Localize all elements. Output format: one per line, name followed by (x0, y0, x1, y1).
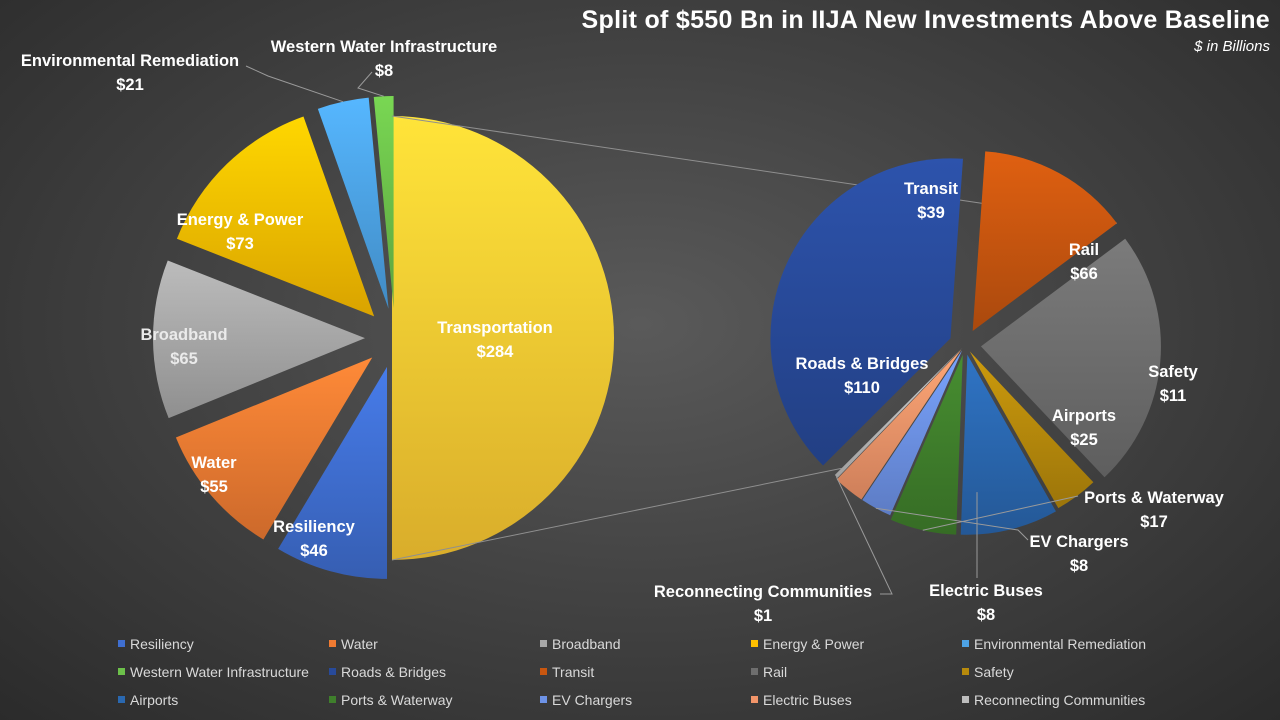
data-label-broadband: Broadband $65 (140, 326, 227, 368)
data-label-roads-and-bridges: Roads & Bridges $110 (796, 355, 929, 397)
data-label-rail: Rail $66 (1069, 241, 1099, 283)
legend-label: Rail (763, 663, 788, 680)
leader-line-western-water-infrastructure (357, 71, 384, 97)
legend-swatch (962, 696, 969, 703)
slice-energy-and-power[interactable] (176, 116, 375, 317)
data-label-western-water-infrastructure: Western Water Infrastructure $8 (271, 38, 497, 80)
legend-swatch (751, 640, 758, 647)
legend-swatch (118, 640, 125, 647)
legend-label: Resiliency (130, 635, 194, 652)
slice-transit[interactable] (972, 151, 1117, 331)
legend-label: Safety (974, 663, 1014, 680)
legend-label: EV Chargers (552, 691, 633, 708)
slice-water[interactable] (175, 357, 373, 540)
slice-western-water-infrastructure[interactable] (373, 96, 394, 309)
legend-swatch (751, 668, 758, 675)
legend-item-broadband[interactable]: Broadband (540, 634, 751, 653)
legend-item-western-water-infrastructure[interactable]: Western Water Infrastructure (118, 662, 329, 681)
legend-label: Electric Buses (763, 691, 852, 708)
legend-item-transit[interactable]: Transit (540, 662, 751, 681)
leader-line-ports-and-waterway (922, 495, 1079, 531)
slice-safety[interactable] (969, 351, 1094, 509)
slice-electric-buses[interactable] (836, 349, 962, 500)
legend-swatch (329, 696, 336, 703)
legend-label: Airports (130, 691, 179, 708)
legend-item-roads-and-bridges[interactable]: Roads & Bridges (329, 662, 540, 681)
slice-environmental-remediation[interactable] (317, 97, 389, 309)
data-label-ports-and-waterway: Ports & Waterway $17 (1084, 489, 1225, 531)
chart-legend: Resiliency Water Broadband Energy & Power En… (118, 634, 1278, 709)
slice-reconnecting-communities[interactable] (834, 347, 963, 478)
legend-item-resiliency[interactable]: Resiliency (118, 634, 329, 653)
leader-line-environmental-remediation (245, 65, 344, 103)
slice-airports[interactable] (960, 354, 1056, 535)
legend-item-airports[interactable]: Airports (118, 690, 329, 709)
legend-label: Water (341, 635, 378, 652)
legend-item-energy-and-power[interactable]: Energy & Power (751, 634, 962, 653)
legend-item-ev-chargers[interactable]: EV Chargers (540, 690, 751, 709)
legend-swatch (118, 668, 125, 675)
legend-swatch (329, 668, 336, 675)
legend-item-electric-buses[interactable]: Electric Buses (751, 690, 962, 709)
legend-label: Broadband (552, 635, 621, 652)
legend-label: Energy & Power (763, 635, 865, 652)
slice-rail[interactable] (980, 238, 1161, 478)
data-label-airports: Airports $25 (1052, 407, 1116, 449)
legend-swatch (962, 640, 969, 647)
data-label-ev-chargers: EV Chargers $8 (1029, 533, 1128, 575)
legend-swatch (329, 640, 336, 647)
slice-ports-and-waterway[interactable] (890, 354, 963, 535)
legend-item-rail[interactable]: Rail (751, 662, 962, 681)
legend-label: Ports & Waterway (341, 691, 453, 708)
leader-line-ev-chargers (875, 507, 1029, 541)
data-label-water: Water $55 (191, 454, 237, 496)
chart-title: Split of $550 Bn in IIJA New Investments… (581, 6, 1270, 34)
legend-label: Western Water Infrastructure (130, 663, 309, 680)
legend-swatch (540, 640, 547, 647)
legend-swatch (962, 668, 969, 675)
leader-line-reconnecting-communities (835, 476, 893, 595)
legend-item-environmental-remediation[interactable]: Environmental Remediation (962, 634, 1182, 653)
data-label-safety: Safety $11 (1148, 363, 1198, 405)
legend-item-ports-and-waterway[interactable]: Ports & Waterway (329, 690, 540, 709)
legend-item-reconnecting-communities[interactable]: Reconnecting Communities (962, 690, 1182, 709)
legend-label: Roads & Bridges (341, 663, 447, 680)
data-label-transit: Transit $39 (904, 180, 959, 222)
legend-label: Transit (552, 663, 595, 680)
data-label-resiliency: Resiliency $46 (273, 518, 355, 560)
data-label-electric-buses: Electric Buses $8 (929, 582, 1043, 624)
slice-ev-chargers[interactable] (862, 350, 963, 516)
legend-label: Environmental Remediation (974, 635, 1146, 652)
data-label-reconnecting-communities: Reconnecting Communities $1 (654, 583, 872, 625)
slice-broadband[interactable] (153, 260, 366, 419)
legend-swatch (540, 668, 547, 675)
legend-swatch (540, 696, 547, 703)
legend-item-water[interactable]: Water (329, 634, 540, 653)
legend-label: Reconnecting Communities (974, 691, 1146, 708)
slice-resiliency[interactable] (278, 366, 388, 579)
data-label-transportation: Transportation $284 (437, 319, 553, 361)
data-label-environmental-remediation: Environmental Remediation $21 (21, 52, 239, 94)
legend-item-safety[interactable]: Safety (962, 662, 1182, 681)
legend-swatch (118, 696, 125, 703)
chart-subtitle: $ in Billions (1194, 38, 1270, 55)
legend-swatch (751, 696, 758, 703)
data-label-energy-and-power: Energy & Power $73 (177, 211, 304, 253)
slice-transportation[interactable] (392, 116, 614, 560)
connector-line-bottom (391, 467, 842, 561)
slice-roads-and-bridges[interactable] (770, 158, 963, 466)
